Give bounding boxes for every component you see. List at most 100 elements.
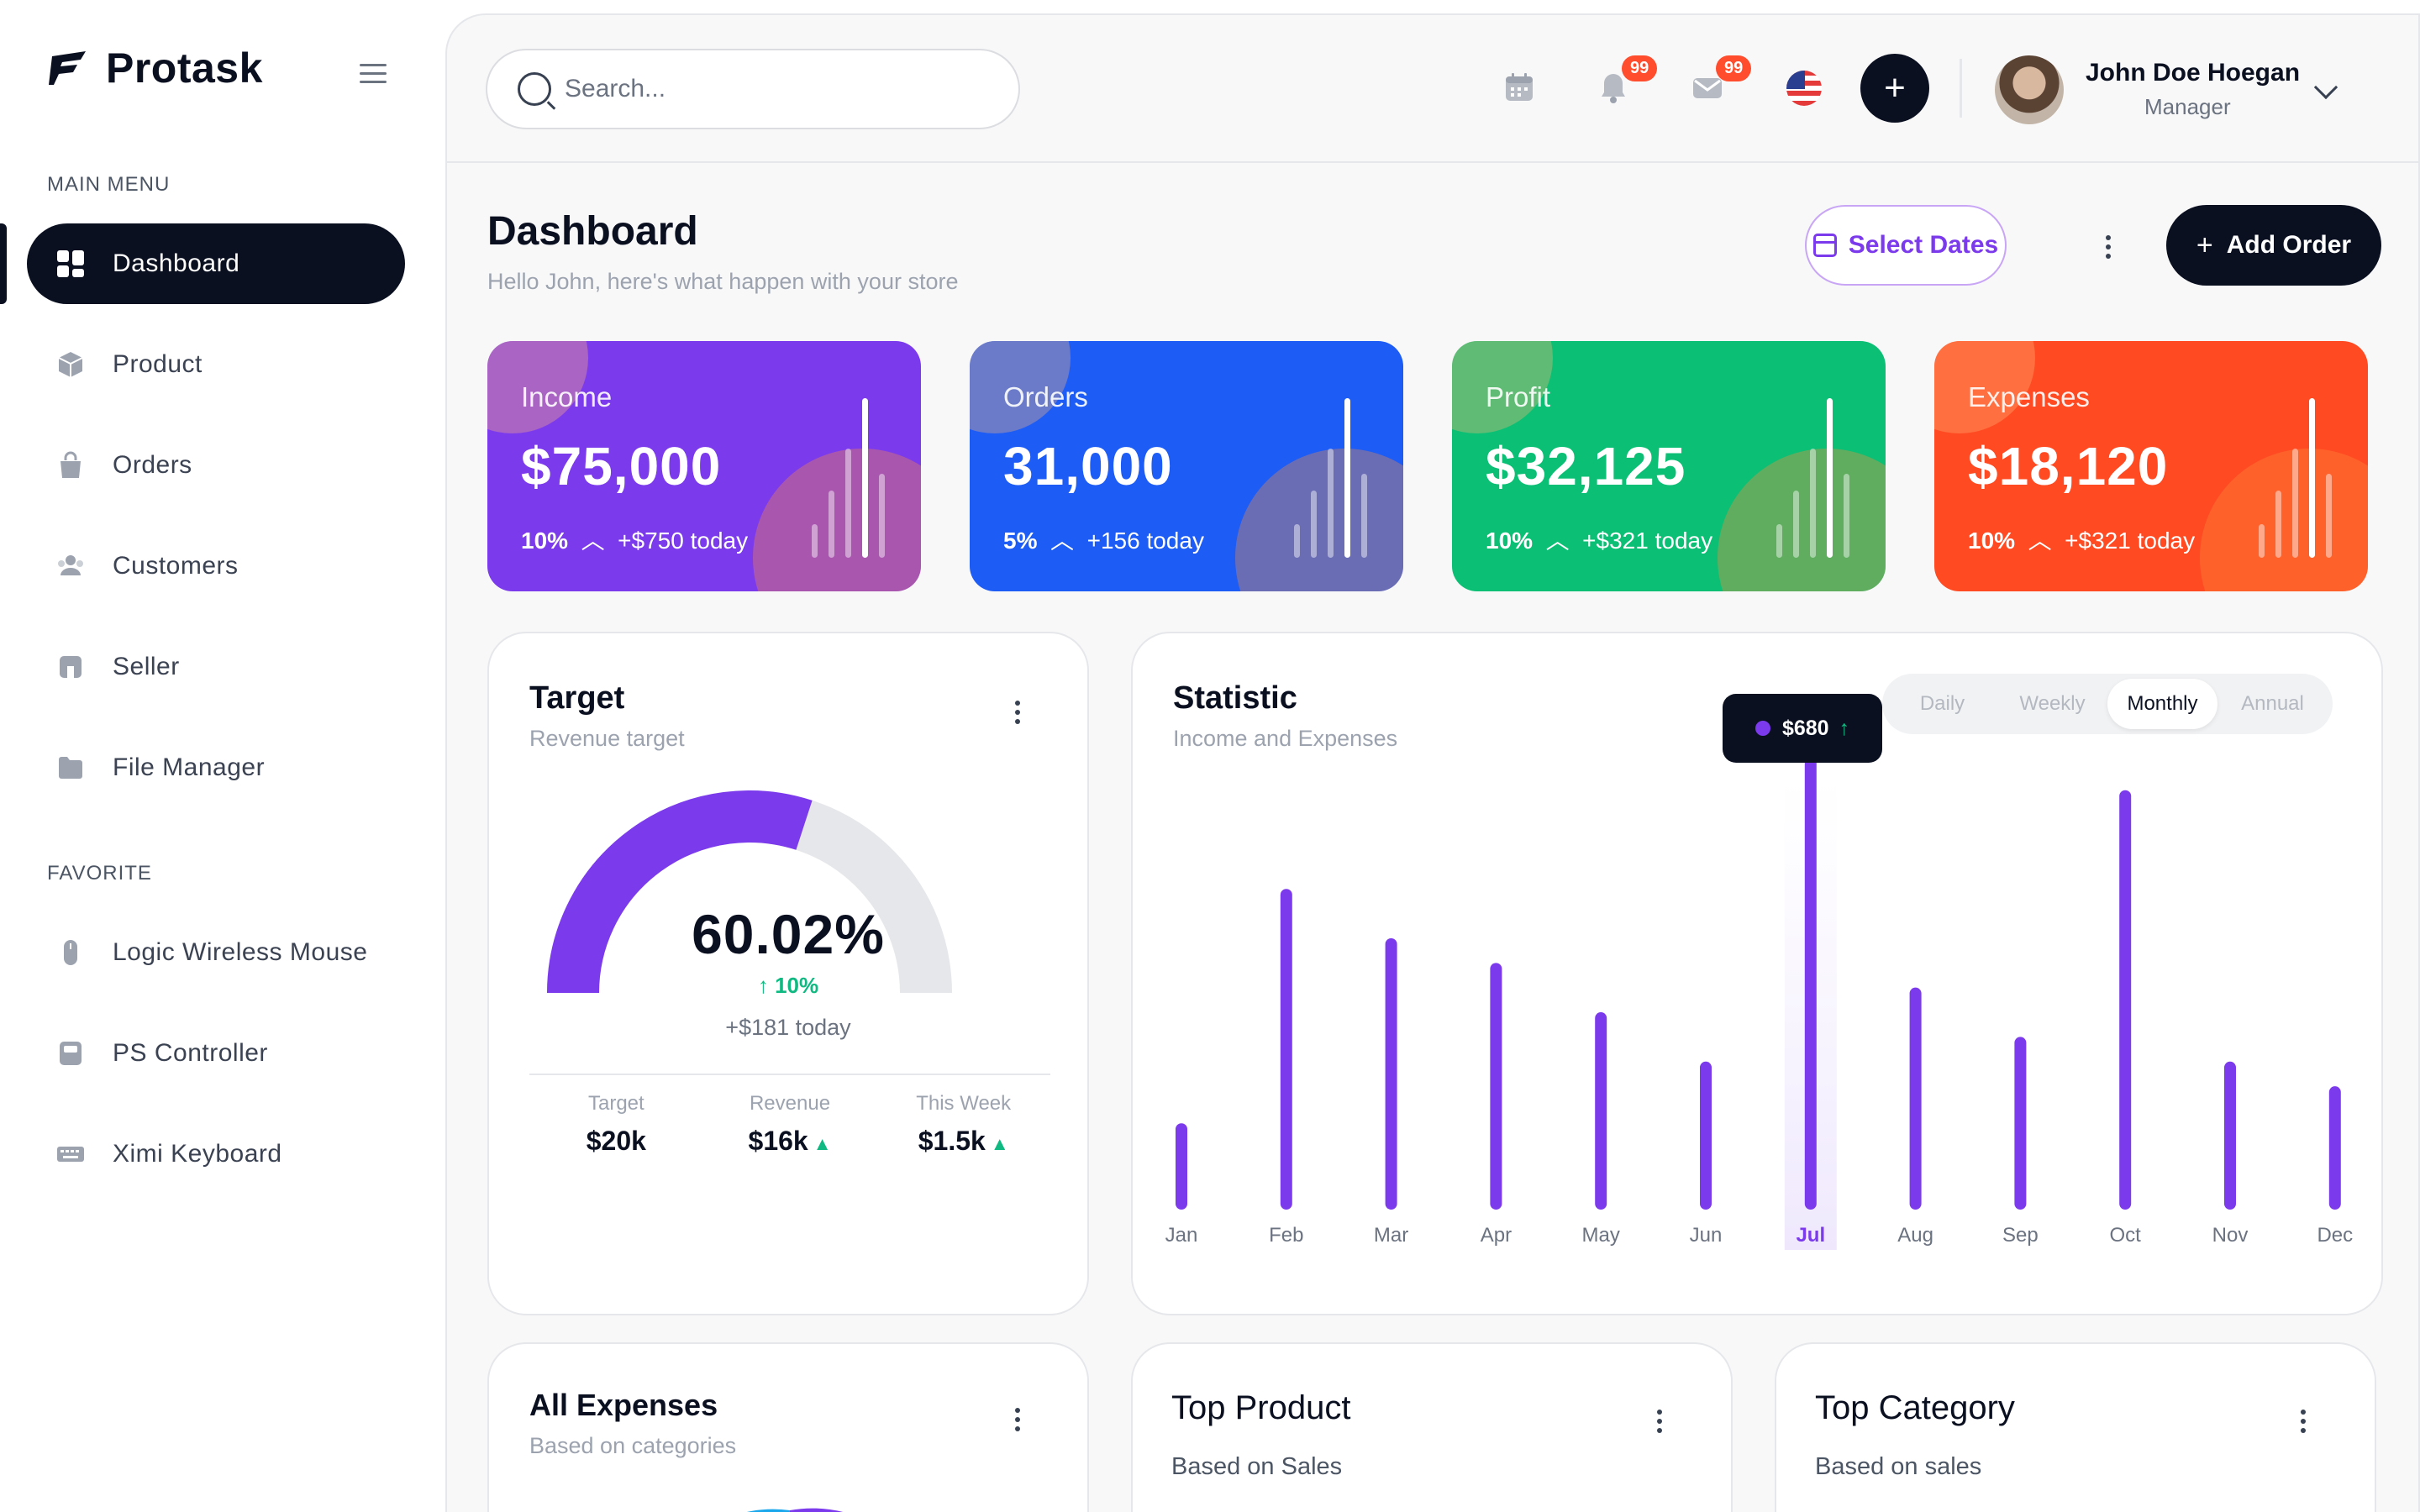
mouse-icon [55,937,86,968]
menu-toggle-icon[interactable] [360,64,387,86]
more-options-icon[interactable] [1655,1410,1664,1437]
sidebar-item-seller[interactable]: Seller [27,627,405,707]
stat-card-profit[interactable]: Profit $32,125 10% ︿ +$321 today [1452,341,1886,591]
metric-value: $16k ▲ [703,1126,877,1157]
stat-percent: 5% [1003,528,1038,554]
plus-icon: + [1884,67,1906,108]
all-expenses-panel: All Expenses Based on categories [487,1342,1089,1512]
x-tick-label: May [1582,1224,1620,1247]
stat-card-expenses[interactable]: Expenses $18,120 10% ︿ +$321 today [1934,341,2368,591]
metric-target: Target $20k [529,1092,703,1157]
panel-title: All Expenses [529,1388,718,1422]
metric-amount: $16k [748,1126,808,1156]
sidebar-item-orders[interactable]: Orders [27,425,405,506]
box-icon [55,349,86,380]
panel-subtitle: Based on Sales [1171,1453,1343,1480]
bar-nov[interactable] [2224,1061,2236,1210]
gamepad-icon [55,1038,86,1068]
main-content: 99 99 + John Doe Hoegan Manager Dashboar… [445,13,2420,1512]
stat-change: 10% ︿ +$321 today [1486,522,1712,556]
brand-name: Protask [106,45,263,92]
triangle-up-icon: ▲ [813,1133,832,1154]
stat-change: 10% ︿ +$321 today [1968,522,2195,556]
x-tick-label: Nov [2212,1224,2249,1247]
statistic-bar-chart: Jan Feb Mar Apr May Jun Jul Aug Sep Oct Nov Dec [1165,741,2353,1250]
sidebar-item-product[interactable]: Product [27,324,405,405]
tab-weekly[interactable]: Weekly [2019,692,2086,715]
more-options-icon[interactable] [1013,1408,1022,1436]
logo-icon [49,51,86,85]
sidebar-item-dashboard[interactable]: Dashboard [27,223,405,304]
add-order-button[interactable]: + Add Order [2166,205,2381,286]
search-input[interactable] [565,75,1002,103]
arrow-up-icon: ↑ [1839,716,1850,740]
stat-delta: +156 today [1086,528,1204,554]
bar-oct[interactable] [2119,790,2132,1210]
statistic-panel: Statistic Income and Expenses Daily Week… [1131,632,2383,1315]
bar-sep[interactable] [2014,1037,2027,1210]
bar-jan[interactable] [1176,1123,1187,1210]
tab-annual[interactable]: Annual [2241,692,2304,715]
search-box[interactable] [486,49,1020,129]
stat-delta: +$321 today [2065,528,2196,554]
metric-label: This Week [916,1092,1012,1115]
sidebar: Protask MAIN MENU Dashboard Product Orde… [0,0,445,1512]
bar-aug[interactable] [1909,987,1922,1210]
more-options-icon[interactable] [1013,701,1022,728]
sidebar-item-label: Customers [113,552,239,580]
favorite-item-keyboard[interactable]: Ximi Keyboard [27,1114,405,1194]
sidebar-item-label: Seller [113,653,180,680]
favorite-item-mouse[interactable]: Logic Wireless Mouse [27,912,405,993]
notifications-badge: 99 [1622,55,1658,81]
stat-label: Income [521,381,613,412]
sidebar-item-file-manager[interactable]: File Manager [27,727,405,808]
bar-mar[interactable] [1385,937,1397,1210]
page-subtitle: Hello John, here's what happen with your… [487,269,959,294]
stat-change: 10% ︿ +$750 today [521,522,748,556]
bar-jun[interactable] [1700,1061,1712,1210]
add-order-label: Add Order [2226,231,2352,259]
select-dates-label: Select Dates [1848,231,1999,259]
stat-value: $32,125 [1486,436,1686,496]
chevron-up-icon: ︿ [1044,528,1081,554]
more-options-icon[interactable] [2299,1410,2307,1437]
tab-daily[interactable]: Daily [1919,692,1965,715]
gauge-percent: 60.02% [692,903,885,965]
bar-feb[interactable] [1280,889,1292,1210]
x-tick-label: Feb [1269,1224,1303,1247]
stat-percent: 10% [1968,528,2016,554]
stat-change: 5% ︿ +156 today [1003,522,1204,556]
stat-delta: +$750 today [618,528,749,554]
quick-add-button[interactable]: + [1860,54,1929,123]
chevron-down-icon[interactable] [2313,75,2338,100]
bar-may[interactable] [1595,1012,1607,1210]
panel-subtitle: Based on categories [529,1433,737,1458]
users-icon [55,551,86,581]
target-title: Target [529,680,625,716]
mail-icon[interactable] [1691,71,1724,104]
tab-monthly[interactable]: Monthly [2107,679,2217,729]
stat-percent: 10% [1486,528,1534,554]
bar-jul[interactable] [1804,741,1817,1210]
more-options-icon[interactable] [2104,235,2112,263]
period-selector: Daily Weekly Monthly Annual [1882,674,2333,734]
sidebar-item-customers[interactable]: Customers [27,526,405,606]
top-product-panel: Top Product Based on Sales [1131,1342,1733,1512]
select-dates-button[interactable]: Select Dates [1805,205,2007,286]
stat-value: $75,000 [521,436,722,496]
stat-card-orders[interactable]: Orders 31,000 5% ︿ +156 today [970,341,1403,591]
stat-card-income[interactable]: Income $75,000 10% ︿ +$750 today [487,341,921,591]
bar-dec[interactable] [2328,1086,2341,1210]
x-tick-label: Jun [1690,1224,1723,1247]
bell-icon[interactable] [1597,71,1630,104]
sidebar-item-label: Orders [113,451,192,479]
calendar-icon[interactable] [1502,71,1536,104]
chevron-up-icon: ︿ [1539,528,1576,554]
favorite-item-controller[interactable]: PS Controller [27,1013,405,1094]
tooltip-value: $680 [1781,716,1829,740]
bar-apr[interactable] [1490,963,1502,1210]
brand-logo[interactable]: Protask [47,44,263,92]
us-flag-icon[interactable] [1786,71,1822,106]
avatar[interactable] [1995,55,2064,124]
x-tick-label: Oct [2110,1224,2142,1247]
